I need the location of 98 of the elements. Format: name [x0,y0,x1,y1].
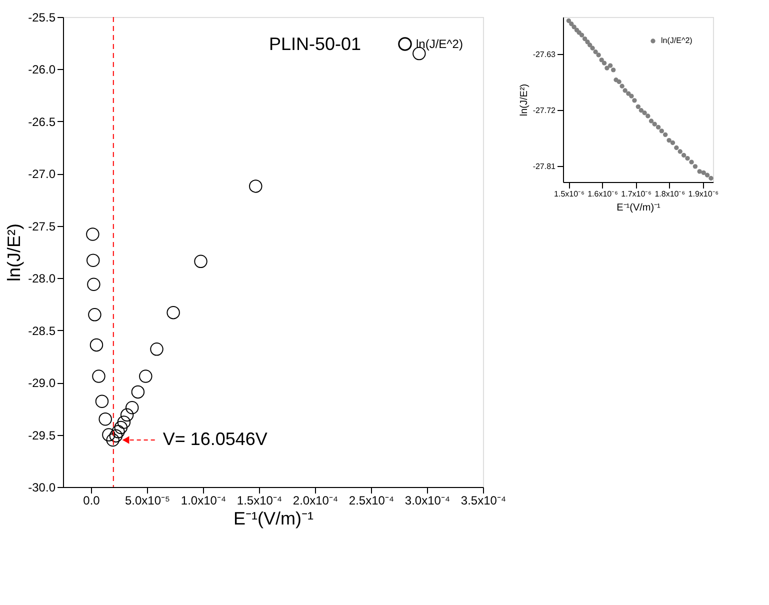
x-axis-title: E⁻¹(V/m)⁻¹ [234,508,314,528]
point [602,60,607,66]
x-tick-label: 2.0x10⁻⁴ [292,494,338,508]
point [109,429,123,442]
x-tick-label: 1.6x10⁻⁶ [588,190,618,198]
y-tick-label: -27.0 [28,167,56,182]
point [708,176,714,181]
point [622,88,628,93]
x-tick-label: 1.9x10⁻⁶ [688,190,719,198]
y-tick-label: -28.0 [28,272,56,286]
x-tick-label: 1.5x10⁻⁴ [236,494,282,508]
y-tick-label: -27.63 [532,50,556,59]
point [87,278,100,291]
point [632,98,637,103]
point [620,84,624,88]
point [701,170,706,175]
point [112,425,125,438]
y-tick-label: -27.5 [28,219,56,234]
point [572,24,576,30]
legend-label: ln(J/E^2) [416,37,463,51]
point [249,180,262,193]
point [566,18,572,24]
point [670,140,676,146]
x-tick-label: 1.8x10⁻⁶ [654,190,686,198]
point [638,108,644,113]
point [120,408,134,422]
point [599,58,604,62]
y-tick-label: -29.0 [28,376,56,390]
point [692,164,698,169]
y-axis-title: ln(J/E²) [4,224,24,282]
point [596,52,601,58]
point [685,156,690,161]
point [579,32,584,38]
annotation: V= 16.0546V [162,429,268,449]
point [659,128,664,134]
point [593,50,598,54]
point [131,385,145,399]
point [674,145,679,150]
point [569,22,574,26]
point [194,254,208,268]
point [616,79,622,84]
point [663,132,668,138]
point [588,42,592,48]
point [590,46,595,50]
y-tick-label: -28.5 [28,324,56,338]
point [636,104,641,109]
x-tick-label: 1.7x10⁻⁶ [621,190,652,198]
point [666,138,672,143]
point [697,169,702,174]
point [88,308,102,322]
point [608,63,613,68]
point [102,428,116,442]
y-tick-label: -26.5 [28,114,56,129]
point [114,420,128,434]
point [604,66,610,70]
y-tick-label: -27.72 [532,106,556,115]
point [139,370,152,383]
y-tick-label: -27.81 [532,162,556,171]
x-tick-label: 1.5x10⁻⁶ [554,190,584,198]
point [648,118,654,124]
point [106,433,120,447]
point [86,254,100,267]
point [582,36,588,42]
point [678,149,682,154]
point [92,370,106,383]
y-axis-title: ln(J/E²) [518,84,530,116]
y-tick-label: -30.0 [28,480,56,494]
point [610,68,616,72]
point [704,172,710,178]
point [626,91,631,96]
point [95,394,109,408]
x-tick-label: 1.0x10⁻⁴ [180,494,226,508]
point [656,124,661,130]
point [646,114,650,118]
point [689,160,694,164]
y-tick-label: -25.5 [28,10,56,24]
x-tick-label: 0.0 [83,494,100,508]
point [86,228,100,241]
point [117,416,131,429]
point [585,40,590,44]
x-tick-label: 3.5x10⁻⁴ [460,494,506,508]
y-tick-label: -26.0 [28,62,56,77]
x-tick-label: 5.0x10⁻⁵ [124,494,170,508]
point [642,110,647,116]
point [98,412,112,426]
point [652,122,657,126]
y-tick-label: -29.5 [28,428,56,442]
point [629,94,634,98]
x-tick-label: 3.0x10⁻⁴ [404,494,450,508]
point [166,306,180,320]
x-tick-label: 2.5x10⁻⁴ [348,494,394,508]
annotation: PLIN-50-01 [268,34,362,54]
point [150,342,164,356]
x-axis-title: E⁻¹(V/m)⁻¹ [616,202,662,214]
legend-label: ln(J/E^2) [661,36,693,45]
point [681,152,686,158]
point [125,401,139,414]
point [90,338,104,352]
